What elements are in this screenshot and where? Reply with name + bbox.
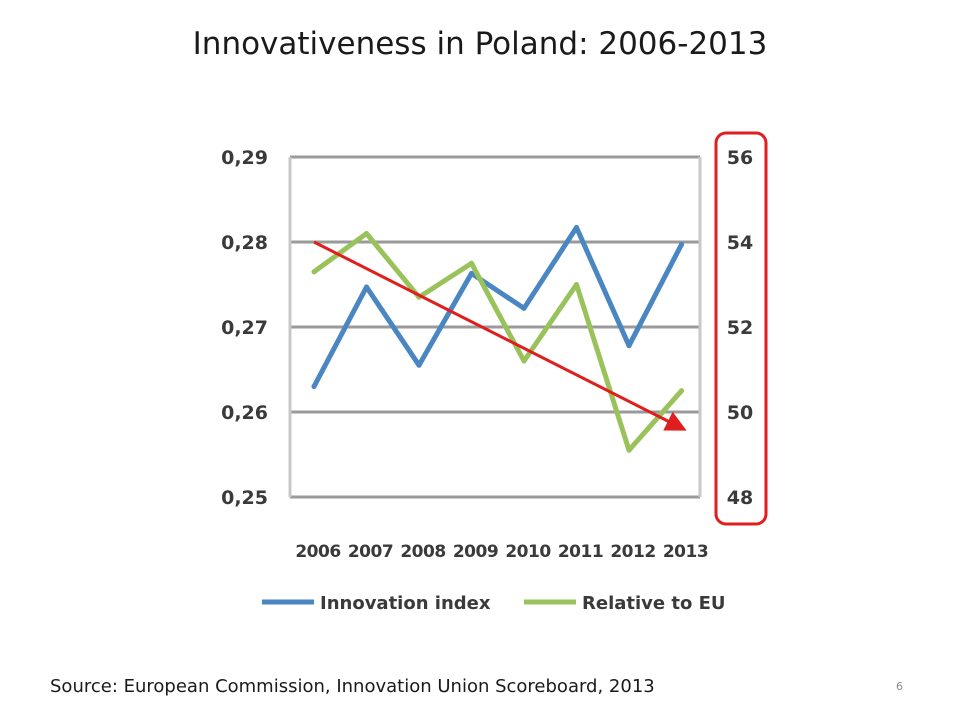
data-point	[626, 343, 632, 349]
trend-arrow	[313, 240, 687, 431]
x-axis-tick-label: 2007	[348, 542, 393, 562]
data-point	[521, 305, 527, 311]
slide-title: Innovativeness in Poland: 2006-2013	[192, 26, 768, 62]
x-axis-tick-label: 2010	[505, 542, 551, 562]
slide-number: 6	[896, 680, 903, 693]
x-axis-tick-label: 2012	[610, 542, 655, 562]
data-point	[416, 362, 422, 368]
legend-label: Relative to EU	[582, 593, 726, 614]
data-point	[469, 270, 474, 276]
x-axis-tick-label: 2011	[558, 542, 603, 562]
series-line-2	[311, 231, 684, 453]
left-axis-tick-label: 0,28	[221, 232, 268, 254]
series-line-1	[311, 225, 684, 389]
data-point	[679, 388, 684, 394]
data-point	[364, 231, 369, 236]
x-axis-tick-label: 2013	[663, 542, 708, 562]
data-point	[311, 269, 317, 275]
data-point	[626, 447, 632, 453]
right-axis-tick-label: 52	[727, 317, 753, 339]
x-axis-tick-label: 2009	[453, 542, 498, 562]
right-axis-tick-label: 54	[727, 232, 753, 254]
data-point	[574, 282, 579, 287]
right-axis-tick-label: 48	[727, 487, 753, 509]
right-axis-tick-label: 56	[727, 147, 753, 169]
data-point	[469, 260, 474, 266]
left-axis-tick-label: 0,26	[221, 402, 268, 424]
legend-label: Innovation index	[320, 593, 491, 614]
data-point	[311, 384, 317, 389]
x-axis-tick-label: 2008	[400, 542, 445, 562]
left-axis-tick-label: 0,29	[221, 147, 268, 169]
data-point	[679, 242, 684, 248]
right-axis-tick-label: 50	[727, 402, 753, 424]
right-axis-highlight-box	[714, 131, 768, 526]
left-axis-tick-label: 0,25	[221, 487, 268, 509]
left-axis-tick-label: 0,27	[221, 317, 268, 339]
data-point	[521, 358, 527, 364]
data-point	[364, 284, 369, 290]
x-axis-tick-label: 2006	[295, 542, 340, 562]
source-note: Source: European Commission, Innovation …	[50, 676, 655, 697]
data-point	[574, 225, 579, 231]
